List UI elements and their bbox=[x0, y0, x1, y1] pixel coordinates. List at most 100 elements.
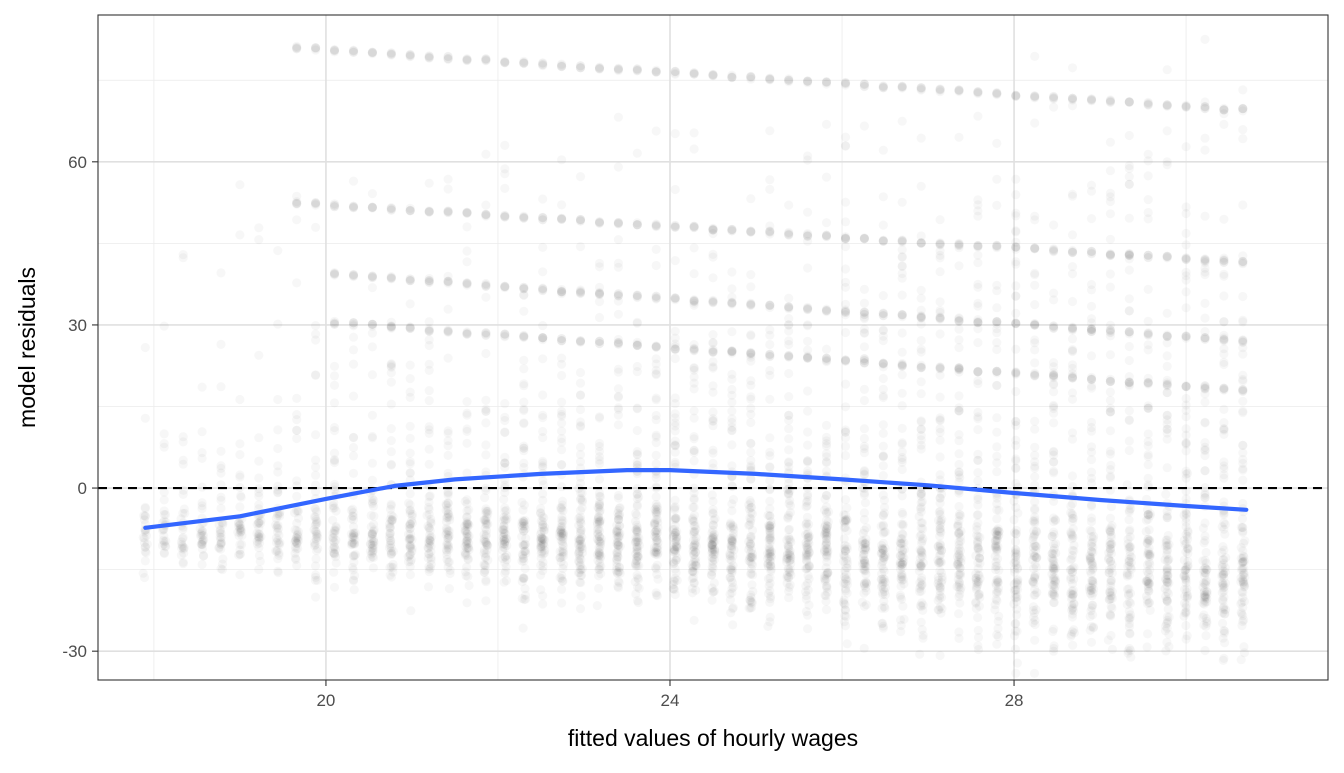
scatter-point bbox=[462, 397, 471, 406]
scatter-point bbox=[273, 395, 282, 404]
scatter-point bbox=[879, 374, 888, 383]
scatter-point bbox=[936, 251, 945, 260]
scatter-point bbox=[406, 570, 415, 579]
scatter-point bbox=[954, 560, 963, 569]
scatter-point bbox=[954, 609, 963, 618]
scatter-point bbox=[1125, 561, 1134, 570]
scatter-point bbox=[330, 398, 339, 407]
scatter-point bbox=[350, 585, 359, 594]
scatter-point bbox=[141, 414, 150, 423]
scatter-point bbox=[1068, 262, 1077, 271]
scatter-point bbox=[879, 146, 888, 155]
scatter-point bbox=[425, 510, 434, 519]
scatter-point bbox=[595, 289, 604, 298]
scatter-point bbox=[406, 509, 415, 518]
scatter-point bbox=[387, 324, 396, 333]
scatter-point bbox=[727, 588, 736, 597]
scatter-point bbox=[292, 197, 301, 206]
scatter-point bbox=[710, 578, 719, 587]
scatter-point bbox=[841, 621, 850, 630]
scatter-point bbox=[500, 543, 509, 552]
scatter-point bbox=[633, 561, 642, 570]
scatter-point bbox=[500, 515, 509, 524]
scatter-point bbox=[1146, 606, 1155, 615]
scatter-point bbox=[822, 509, 831, 518]
scatter-point bbox=[1163, 513, 1172, 522]
panel-border bbox=[97, 14, 1329, 681]
scatter-point bbox=[633, 65, 642, 74]
scatter-point bbox=[784, 510, 793, 519]
scatter-point bbox=[425, 52, 434, 61]
scatter-point bbox=[368, 342, 377, 351]
scatter-point bbox=[595, 442, 604, 451]
scatter-point bbox=[614, 545, 623, 554]
scatter-point bbox=[841, 451, 850, 460]
scatter-point bbox=[1125, 342, 1134, 351]
scatter-point bbox=[538, 213, 547, 222]
scatter-point bbox=[879, 359, 888, 368]
scatter-point bbox=[690, 243, 699, 252]
scatter-point bbox=[595, 492, 604, 501]
scatter-point bbox=[1030, 462, 1039, 471]
scatter-point bbox=[992, 526, 1001, 535]
scatter-point bbox=[481, 418, 490, 427]
scatter-point bbox=[1049, 103, 1058, 112]
scatter-point bbox=[690, 128, 699, 137]
scatter-point bbox=[1087, 586, 1096, 595]
scatter-point bbox=[1087, 474, 1096, 483]
scatter-point bbox=[575, 553, 584, 562]
scatter-point bbox=[500, 558, 509, 567]
scatter-point bbox=[1238, 371, 1247, 380]
scatter-point bbox=[784, 326, 793, 335]
scatter-point bbox=[879, 461, 888, 470]
scatter-point bbox=[1200, 397, 1209, 406]
scatter-point bbox=[406, 449, 415, 458]
scatter-point bbox=[425, 341, 434, 350]
scatter-point bbox=[387, 562, 396, 571]
scatter-point bbox=[1030, 371, 1039, 380]
scatter-point bbox=[1219, 358, 1228, 367]
scatter-point bbox=[557, 438, 566, 447]
scatter-point bbox=[860, 526, 869, 535]
scatter-point bbox=[992, 428, 1001, 437]
scatter-point bbox=[368, 189, 377, 198]
scatter-point bbox=[1106, 586, 1115, 595]
scatter-point bbox=[746, 590, 755, 599]
scatter-point bbox=[746, 227, 755, 236]
scatter-point bbox=[1163, 126, 1172, 135]
scatter-point bbox=[538, 427, 547, 436]
scatter-point bbox=[444, 305, 453, 314]
scatter-point bbox=[708, 348, 717, 357]
scatter-point bbox=[500, 169, 509, 178]
scatter-point bbox=[1106, 449, 1115, 458]
scatter-point bbox=[349, 552, 358, 561]
scatter-point bbox=[1125, 131, 1134, 140]
scatter-point bbox=[860, 556, 869, 565]
scatter-point bbox=[936, 558, 945, 567]
scatter-point bbox=[444, 451, 453, 460]
scatter-point bbox=[1163, 362, 1172, 371]
scatter-point bbox=[1068, 395, 1077, 404]
scatter-point bbox=[898, 539, 907, 548]
scatter-point bbox=[481, 506, 490, 515]
scatter-point bbox=[860, 508, 869, 517]
scatter-point bbox=[917, 286, 926, 295]
scatter-point bbox=[1144, 537, 1153, 546]
scatter-point bbox=[254, 473, 263, 482]
scatter-point bbox=[822, 436, 831, 445]
scatter-point bbox=[1238, 514, 1247, 523]
scatter-point bbox=[1219, 573, 1228, 582]
scatter-point bbox=[879, 471, 888, 480]
scatter-point bbox=[1219, 120, 1228, 129]
scatter-point bbox=[1182, 530, 1191, 539]
scatter-point bbox=[444, 530, 453, 539]
scatter-point bbox=[898, 261, 907, 270]
scatter-point bbox=[727, 284, 736, 293]
scatter-point bbox=[954, 460, 963, 469]
scatter-point bbox=[538, 599, 547, 608]
scatter-point bbox=[332, 558, 341, 567]
scatter-point bbox=[803, 496, 812, 505]
scatter-point bbox=[1219, 270, 1228, 279]
scatter-point bbox=[803, 545, 812, 554]
scatter-point bbox=[1087, 542, 1096, 551]
